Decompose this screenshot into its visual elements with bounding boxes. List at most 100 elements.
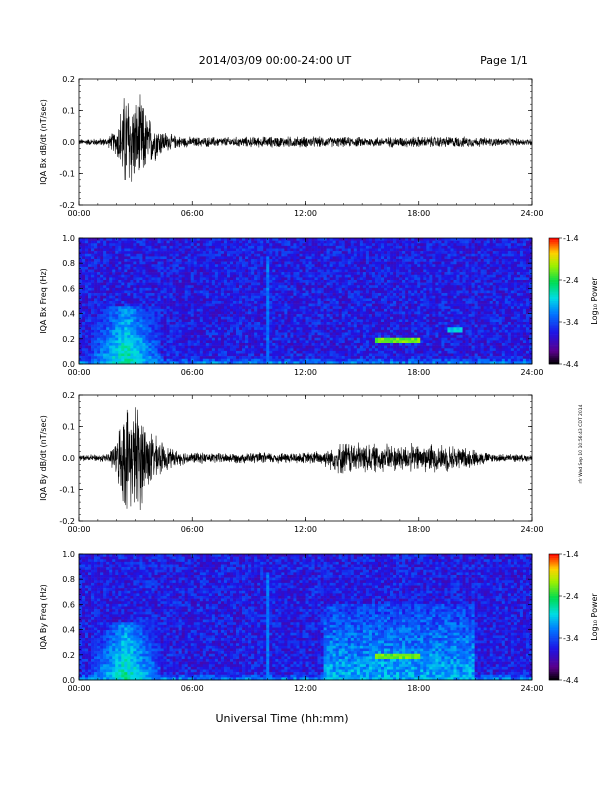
- spectrogram-cell: [181, 251, 185, 255]
- spectrogram-cell: [263, 337, 267, 341]
- spectrogram-cell: [239, 329, 243, 333]
- spectrogram-cell: [178, 293, 182, 297]
- spectrogram-cell: [181, 298, 185, 302]
- spectrogram-cell: [359, 301, 364, 304]
- spectrogram-cell: [124, 251, 128, 255]
- spectrogram-cell: [124, 358, 128, 362]
- spectrogram-cell: [139, 290, 143, 294]
- spectrogram-cell: [350, 253, 355, 257]
- spectrogram-cell: [100, 287, 104, 291]
- spectrogram-cell: [341, 316, 346, 320]
- spectrogram-cell: [254, 314, 258, 318]
- spectrogram-cell: [314, 285, 318, 289]
- spectrogram-cell: [248, 272, 252, 276]
- spectrogram-cell: [166, 253, 170, 257]
- spectrogram-cell: [311, 269, 315, 273]
- spectrogram-cell: [79, 280, 83, 283]
- spectrogram-cell: [272, 322, 276, 325]
- spectrogram-cell: [341, 266, 346, 270]
- spectrogram-cell: [148, 256, 152, 260]
- spectrogram-cell: [335, 293, 340, 297]
- spectrogram-cell: [350, 308, 355, 312]
- spectrogram-cell: [184, 350, 189, 354]
- spectrogram-cell: [347, 287, 352, 291]
- spectrogram-cell: [88, 345, 92, 349]
- spectrogram-cell: [148, 259, 152, 262]
- spectrogram-cell: [365, 327, 370, 331]
- spectrogram-cell: [329, 337, 333, 341]
- spectrogram-cell: [314, 282, 318, 286]
- spectrogram-cell: [136, 350, 140, 354]
- spectrogram-cell: [175, 277, 179, 281]
- spectrogram-cell: [257, 259, 261, 262]
- spectrogram-cell: [278, 316, 282, 320]
- spectrogram-cell: [278, 240, 282, 244]
- spectrogram-cell: [233, 353, 237, 357]
- spectrogram-cell: [317, 280, 321, 283]
- spectrogram-cell: [245, 353, 249, 357]
- spectrogram-cell: [269, 240, 273, 244]
- spectrogram-cell: [139, 240, 143, 244]
- spectrogram-cell: [314, 269, 318, 273]
- spectrogram-cell: [356, 285, 361, 289]
- spectrogram-cell: [139, 264, 143, 268]
- spectrogram-cell: [230, 322, 234, 325]
- spectrogram-cell: [245, 345, 249, 349]
- spectrogram-cell: [220, 319, 225, 323]
- spectrogram-cell: [79, 238, 83, 241]
- spectrogram-cell: [356, 245, 361, 249]
- spectrogram-cell: [341, 356, 346, 360]
- spectrogram-cell: [302, 301, 306, 304]
- spectrogram-cell: [106, 340, 110, 344]
- spectrogram-cell: [160, 280, 164, 283]
- spectrogram-cell: [109, 353, 113, 357]
- spectrogram-cell: [181, 329, 185, 333]
- spectrogram-cell: [245, 332, 249, 336]
- spectrogram-cell: [133, 280, 137, 283]
- spectrogram-cell: [323, 343, 327, 346]
- spectrogram-cell: [193, 259, 198, 262]
- spectrogram-cell: [196, 314, 201, 318]
- spectrogram-cell: [151, 361, 155, 365]
- spectrogram-cell: [248, 238, 252, 241]
- spectrogram-cell: [223, 274, 228, 278]
- spectrogram-cell: [368, 350, 373, 354]
- spectrogram-cell: [320, 290, 324, 294]
- spectrogram-cell: [205, 285, 210, 289]
- spectrogram-cell: [242, 253, 246, 257]
- spectrogram-cell: [208, 274, 213, 278]
- spectrogram-cell: [278, 290, 282, 294]
- spectrogram-cell: [260, 340, 264, 344]
- spectrogram-cell: [118, 361, 122, 365]
- spectrogram-cell: [299, 356, 303, 360]
- spectrogram-cell: [317, 335, 321, 339]
- spectrogram-cell: [139, 285, 143, 289]
- spectrogram-cell: [214, 298, 219, 302]
- spectrogram-cell: [284, 324, 288, 328]
- spectrogram-cell: [381, 340, 385, 344]
- spectrogram-cell: [220, 306, 225, 310]
- spectrogram-cell: [154, 361, 158, 365]
- spectrogram-cell: [239, 335, 243, 339]
- spectrogram-cell: [91, 316, 95, 320]
- spectrogram-cell: [145, 350, 149, 354]
- spectrogram-cell: [287, 345, 291, 349]
- spectrogram-cell: [124, 293, 128, 297]
- spectrogram-cell: [311, 264, 315, 268]
- spectrogram-cell: [245, 245, 249, 249]
- spectrogram-cell: [172, 308, 176, 312]
- spectrogram-cell: [223, 361, 228, 365]
- spectrogram-cell: [353, 358, 358, 362]
- spectrogram-cell: [163, 324, 167, 328]
- spectrogram-cell: [214, 303, 219, 307]
- spectrogram-cell: [230, 343, 234, 346]
- spectrogram-cell: [248, 264, 252, 268]
- spectrogram-cell: [263, 290, 267, 294]
- spectrogram-cell: [82, 298, 86, 302]
- spectrogram-cell: [151, 306, 155, 310]
- spectrogram-cell: [184, 335, 189, 339]
- spectrogram-cell: [245, 264, 249, 268]
- spectrogram-cell: [257, 269, 261, 273]
- spectrogram-cell: [154, 345, 158, 349]
- spectrogram-cell: [365, 361, 370, 365]
